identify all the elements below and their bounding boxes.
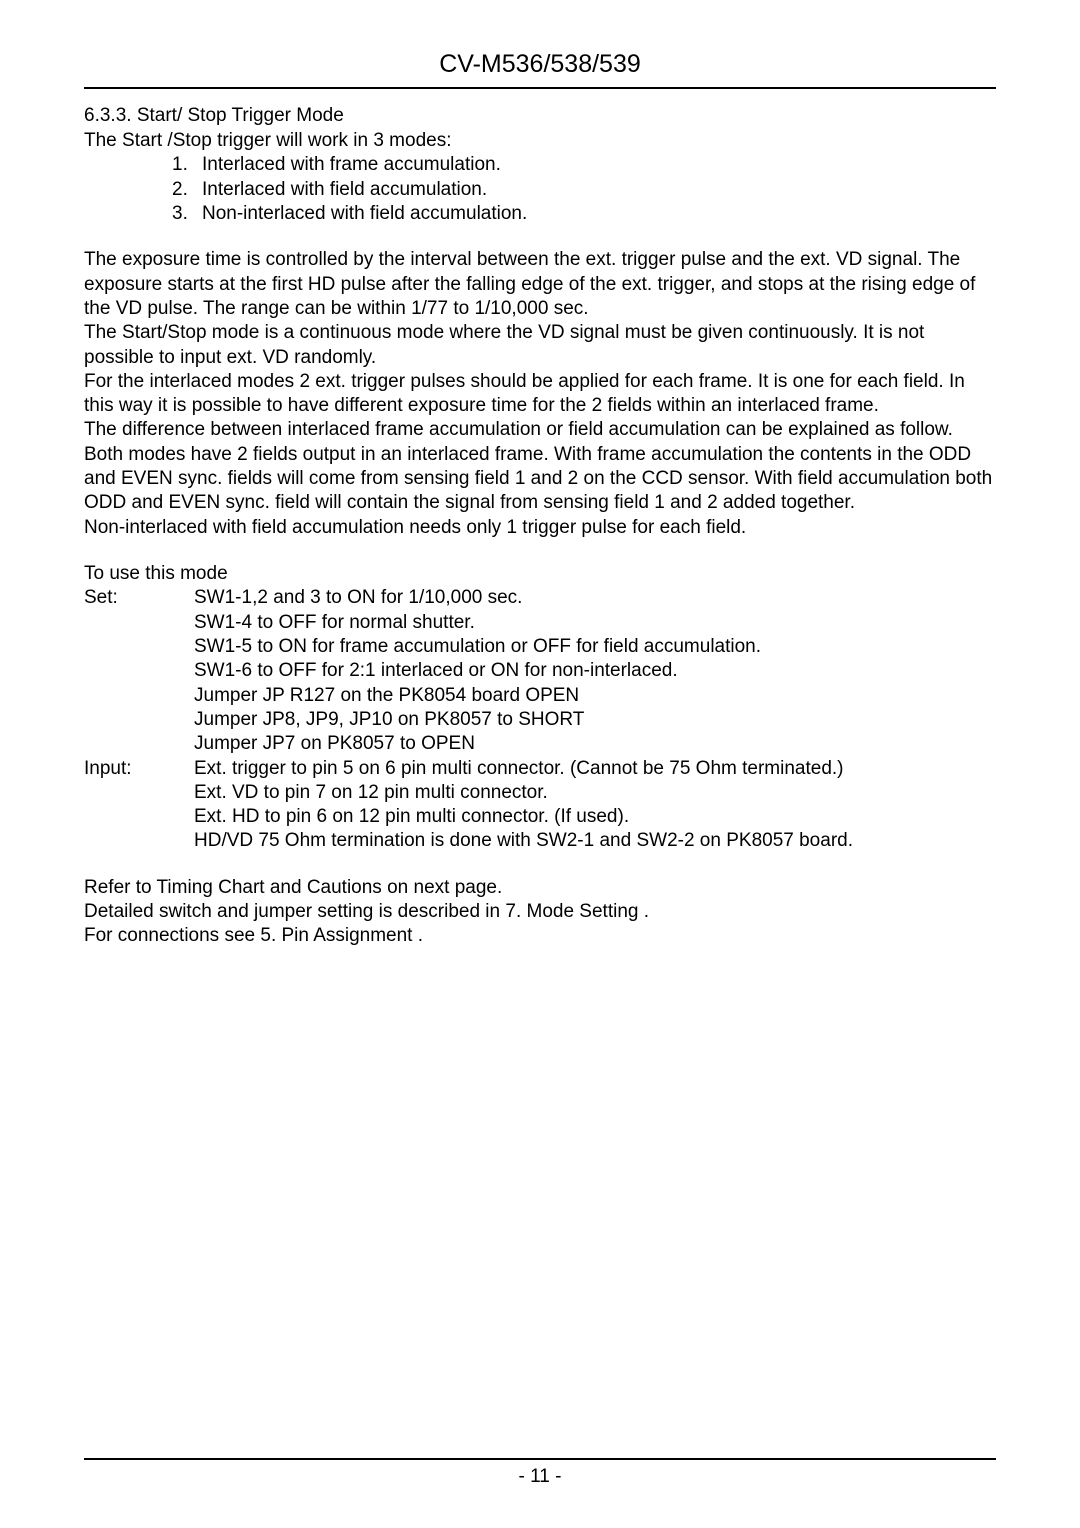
set-line-6: Jumper JP8, JP9, JP10 on PK8057 to SHORT: [194, 708, 761, 732]
usage-heading: To use this mode: [84, 562, 996, 586]
closing-line-3: For connections see 5. Pin Assignment .: [84, 924, 996, 948]
mode-num-1: 1.: [172, 153, 202, 177]
mode-num-2: 2.: [172, 178, 202, 202]
section-intro: The Start /Stop trigger will work in 3 m…: [84, 129, 996, 153]
input-line-4: HD/VD 75 Ohm termination is done with SW…: [194, 829, 853, 853]
input-line-2: Ext. VD to pin 7 on 12 pin multi connect…: [194, 781, 853, 805]
set-line-1: SW1-1,2 and 3 to ON for 1/10,000 sec.: [194, 586, 761, 610]
usage-set-label: Set:: [84, 586, 194, 756]
set-line-5: Jumper JP R127 on the PK8054 board OPEN: [194, 684, 761, 708]
mode-text-3: Non-interlaced with field accumulation.: [202, 203, 527, 224]
usage-set-row: Set: SW1-1,2 and 3 to ON for 1/10,000 se…: [84, 586, 996, 756]
input-line-1: Ext. trigger to pin 5 on 6 pin multi con…: [194, 757, 853, 781]
para1-line1: The exposure time is controlled by the i…: [84, 248, 996, 321]
closing-line-1: Refer to Timing Chart and Cautions on ne…: [84, 876, 996, 900]
set-line-7: Jumper JP7 on PK8057 to OPEN: [194, 732, 761, 756]
usage-input-values: Ext. trigger to pin 5 on 6 pin multi con…: [194, 757, 853, 854]
closing-line-2: Detailed switch and jumper setting is de…: [84, 900, 996, 924]
para1-line5: Non-interlaced with field accumulation n…: [84, 516, 996, 540]
para1-line3: For the interlaced modes 2 ext. trigger …: [84, 370, 996, 419]
closing-block: Refer to Timing Chart and Cautions on ne…: [84, 876, 996, 949]
set-line-3: SW1-5 to ON for frame accumulation or OF…: [194, 635, 761, 659]
page-number: - 11 -: [84, 1466, 996, 1488]
mode-num-3: 3.: [172, 202, 202, 226]
page-title: CV-M536/538/539: [84, 50, 996, 79]
set-line-2: SW1-4 to OFF for normal shutter.: [194, 611, 761, 635]
page-footer: - 11 -: [84, 1458, 996, 1488]
set-line-4: SW1-6 to OFF for 2:1 interlaced or ON fo…: [194, 659, 761, 683]
mode-text-1: Interlaced with frame accumulation.: [202, 154, 501, 175]
header-rule: [84, 87, 996, 89]
usage-input-label: Input:: [84, 757, 194, 854]
input-line-3: Ext. HD to pin 6 on 12 pin multi connect…: [194, 805, 853, 829]
mode-list: 1.Interlaced with frame accumulation. 2.…: [84, 153, 996, 226]
para1-line2: The Start/Stop mode is a continuous mode…: [84, 321, 996, 370]
mode-text-2: Interlaced with field accumulation.: [202, 179, 487, 200]
usage-set-values: SW1-1,2 and 3 to ON for 1/10,000 sec. SW…: [194, 586, 761, 756]
footer-rule: [84, 1458, 996, 1460]
section-number: 6.3.3. Start/ Stop Trigger Mode: [84, 105, 996, 127]
usage-input-row: Input: Ext. trigger to pin 5 on 6 pin mu…: [84, 757, 996, 854]
paragraph-block-1: The exposure time is controlled by the i…: [84, 248, 996, 540]
para1-line4: The difference between interlaced frame …: [84, 418, 996, 515]
